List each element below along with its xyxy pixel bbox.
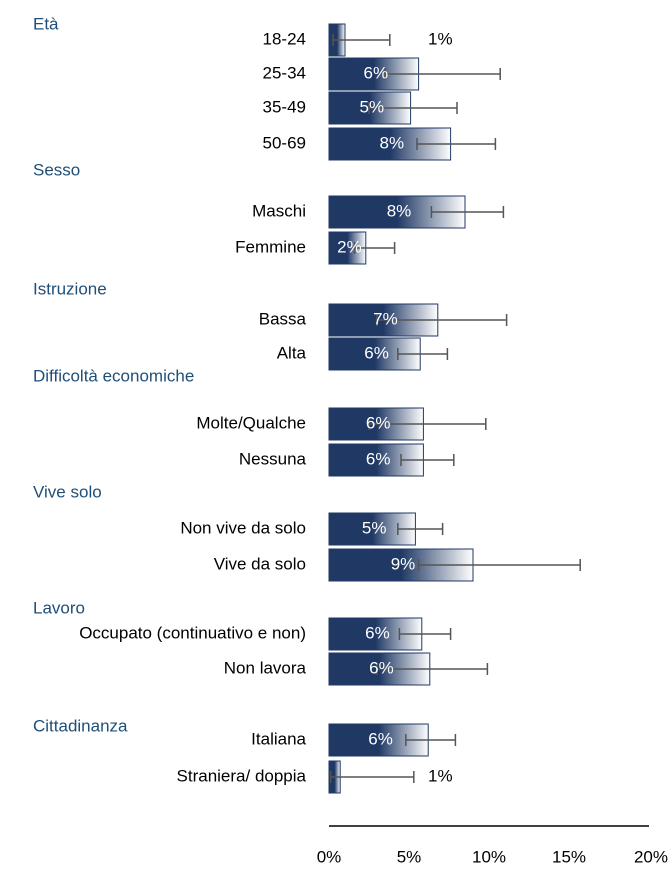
category-label: 50-69 [263,133,306,152]
category-label: Non vive da solo [180,518,306,537]
data-label: 6% [366,413,391,432]
group-heading: Cittadinanza [33,716,128,735]
category-label: Femmine [235,237,306,256]
category-label: Nessuna [239,449,307,468]
data-label: 9% [391,554,416,573]
group-heading: Età [33,14,59,33]
category-label: 25-34 [263,63,306,82]
data-label: 1% [428,766,453,785]
data-label: 6% [366,449,391,468]
category-label: 35-49 [263,97,306,116]
data-label: 2% [337,237,362,256]
category-label: Italiana [251,729,306,748]
group-heading: Sesso [33,160,80,179]
data-label: 8% [387,201,412,220]
category-label: 18-24 [263,29,306,48]
data-label: 6% [365,623,390,642]
category-label: Maschi [252,201,306,220]
data-label: 1% [428,29,453,48]
category-label: Non lavora [224,658,307,677]
group-heading: Vive solo [33,482,102,501]
group-heading: Lavoro [33,598,85,617]
x-tick-label: 5% [397,847,422,866]
x-tick-label: 15% [552,847,586,866]
data-label: 6% [364,343,389,362]
category-label: Molte/Qualche [196,413,306,432]
category-label: Alta [277,343,307,362]
data-label: 6% [368,729,393,748]
x-tick-label: 20% [634,847,668,866]
data-label: 5% [360,97,385,116]
category-label: Straniera/ doppia [177,766,307,785]
x-tick-label: 0% [317,847,342,866]
category-label: Vive da solo [214,554,306,573]
data-label: 6% [364,63,389,82]
group-heading: Istruzione [33,279,107,298]
data-label: 5% [362,518,387,537]
data-label: 7% [373,309,398,328]
data-label: 8% [380,133,405,152]
x-tick-label: 10% [472,847,506,866]
category-label: Occupato (continuativo e non) [79,623,306,642]
group-heading: Difficoltà economiche [33,366,194,385]
data-label: 6% [369,658,394,677]
category-label: Bassa [259,309,307,328]
